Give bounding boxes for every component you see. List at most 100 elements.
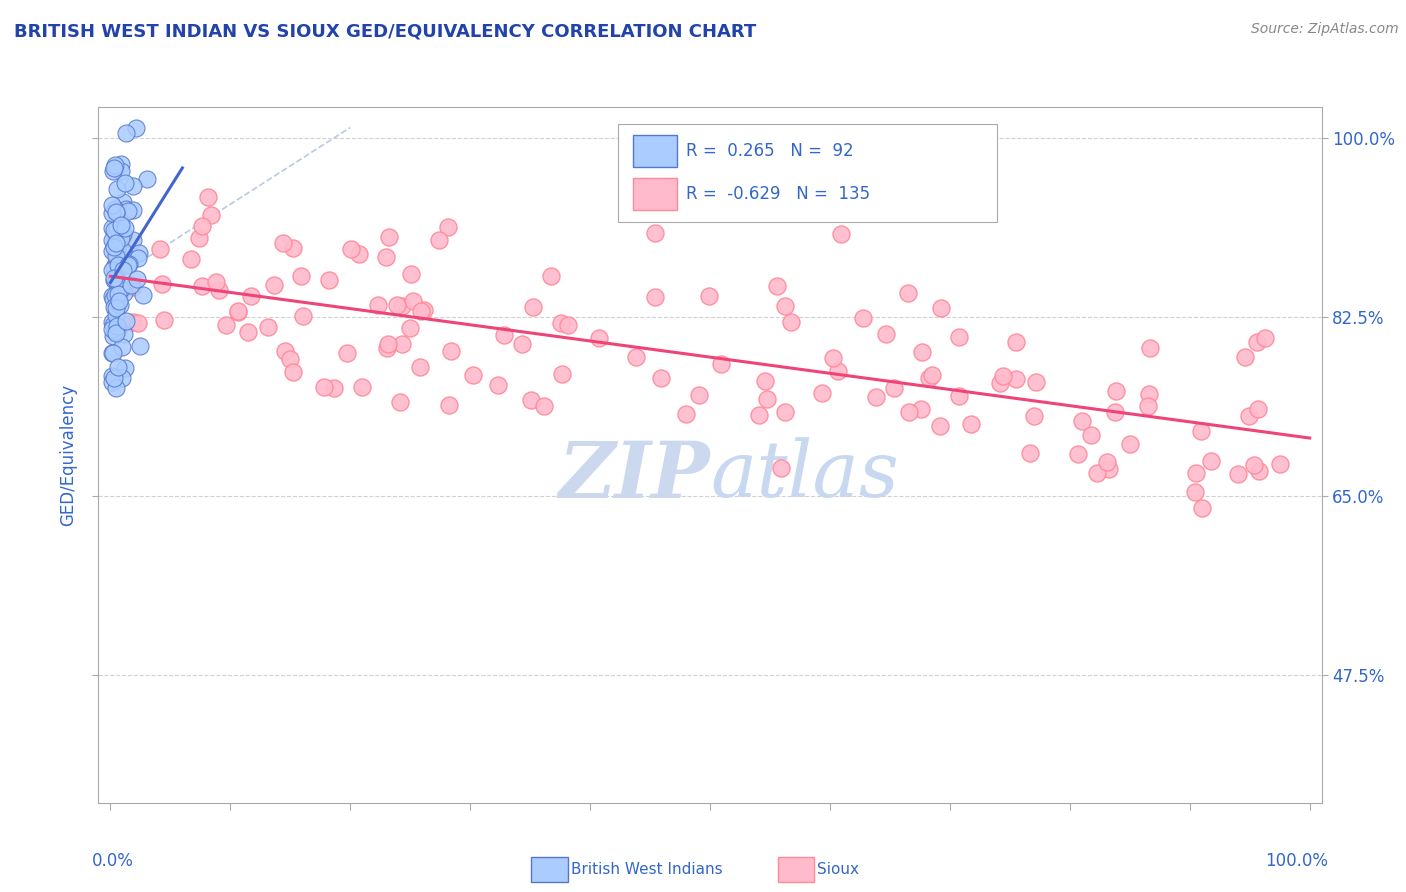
Point [1226,467,1249,481]
Point [205,275,228,289]
Point [1105,384,1128,399]
Point [125,120,148,135]
Point [427,233,450,247]
Point [107,322,129,336]
Point [551,367,574,381]
Text: 100.0%: 100.0% [1265,852,1327,870]
Point [105,181,128,195]
Point [226,304,249,318]
Point [110,231,132,245]
Point [486,378,509,392]
Point [110,218,132,232]
Point [1189,424,1212,438]
Point [281,241,304,255]
Point [105,277,128,292]
Point [117,204,139,219]
Point [1066,448,1088,462]
Point [697,288,720,302]
Point [929,301,952,315]
Point [136,171,159,186]
Point [103,270,125,285]
Point [104,288,127,302]
Point [103,260,125,274]
Point [377,229,399,244]
Text: British West Indians: British West Indians [571,863,723,877]
Point [103,223,125,237]
Point [187,230,209,244]
Point [993,369,1015,384]
Point [105,326,128,341]
FancyBboxPatch shape [619,124,997,222]
Point [100,263,122,277]
Point [104,301,127,316]
Point [463,368,485,383]
Point [520,392,543,407]
Point [1025,376,1047,390]
Point [852,311,875,326]
Point [273,344,295,359]
Point [830,227,852,242]
Point [492,327,515,342]
Point [112,263,135,277]
Point [263,278,285,293]
Point [127,316,149,330]
Point [112,227,135,242]
Point [152,312,174,326]
Point [1199,453,1222,467]
Point [236,326,259,340]
Point [437,398,460,412]
Point [1191,501,1213,516]
Point [100,233,122,247]
Point [104,225,127,239]
Point [105,226,128,240]
Text: 0.0%: 0.0% [93,852,134,870]
Point [1022,409,1045,424]
Point [323,381,346,395]
Point [105,308,128,322]
Point [290,268,312,283]
Point [1019,446,1042,460]
Point [100,221,122,235]
Text: Source: ZipAtlas.com: Source: ZipAtlas.com [1251,22,1399,37]
Point [180,252,202,267]
Point [129,338,152,352]
Point [117,257,139,271]
Point [104,205,127,219]
Point [111,370,134,384]
Point [105,318,128,333]
Point [128,246,150,260]
Point [103,300,125,314]
Point [105,381,128,395]
Point [111,340,134,354]
Point [883,381,905,395]
Point [1184,485,1206,500]
Text: R =  0.265   N =  92: R = 0.265 N = 92 [686,142,853,160]
Point [191,219,214,234]
Point [775,299,797,313]
Point [960,417,983,431]
Point [122,233,145,247]
Point [1184,466,1206,480]
Point [107,238,129,252]
Point [104,324,127,338]
Point [1234,350,1257,364]
Point [1118,437,1140,451]
Point [110,164,132,178]
Point [375,341,398,355]
Point [103,240,125,254]
Point [921,368,943,383]
Point [101,206,124,220]
Point [107,287,129,301]
Point [318,273,340,287]
Point [911,344,934,359]
Point [197,190,219,204]
FancyBboxPatch shape [633,178,678,210]
Point [1139,341,1161,355]
Point [898,404,921,418]
Point [280,352,302,367]
Point [108,282,131,296]
Text: atlas: atlas [710,438,898,514]
Point [754,375,776,389]
Point [1080,428,1102,442]
Point [402,294,425,309]
